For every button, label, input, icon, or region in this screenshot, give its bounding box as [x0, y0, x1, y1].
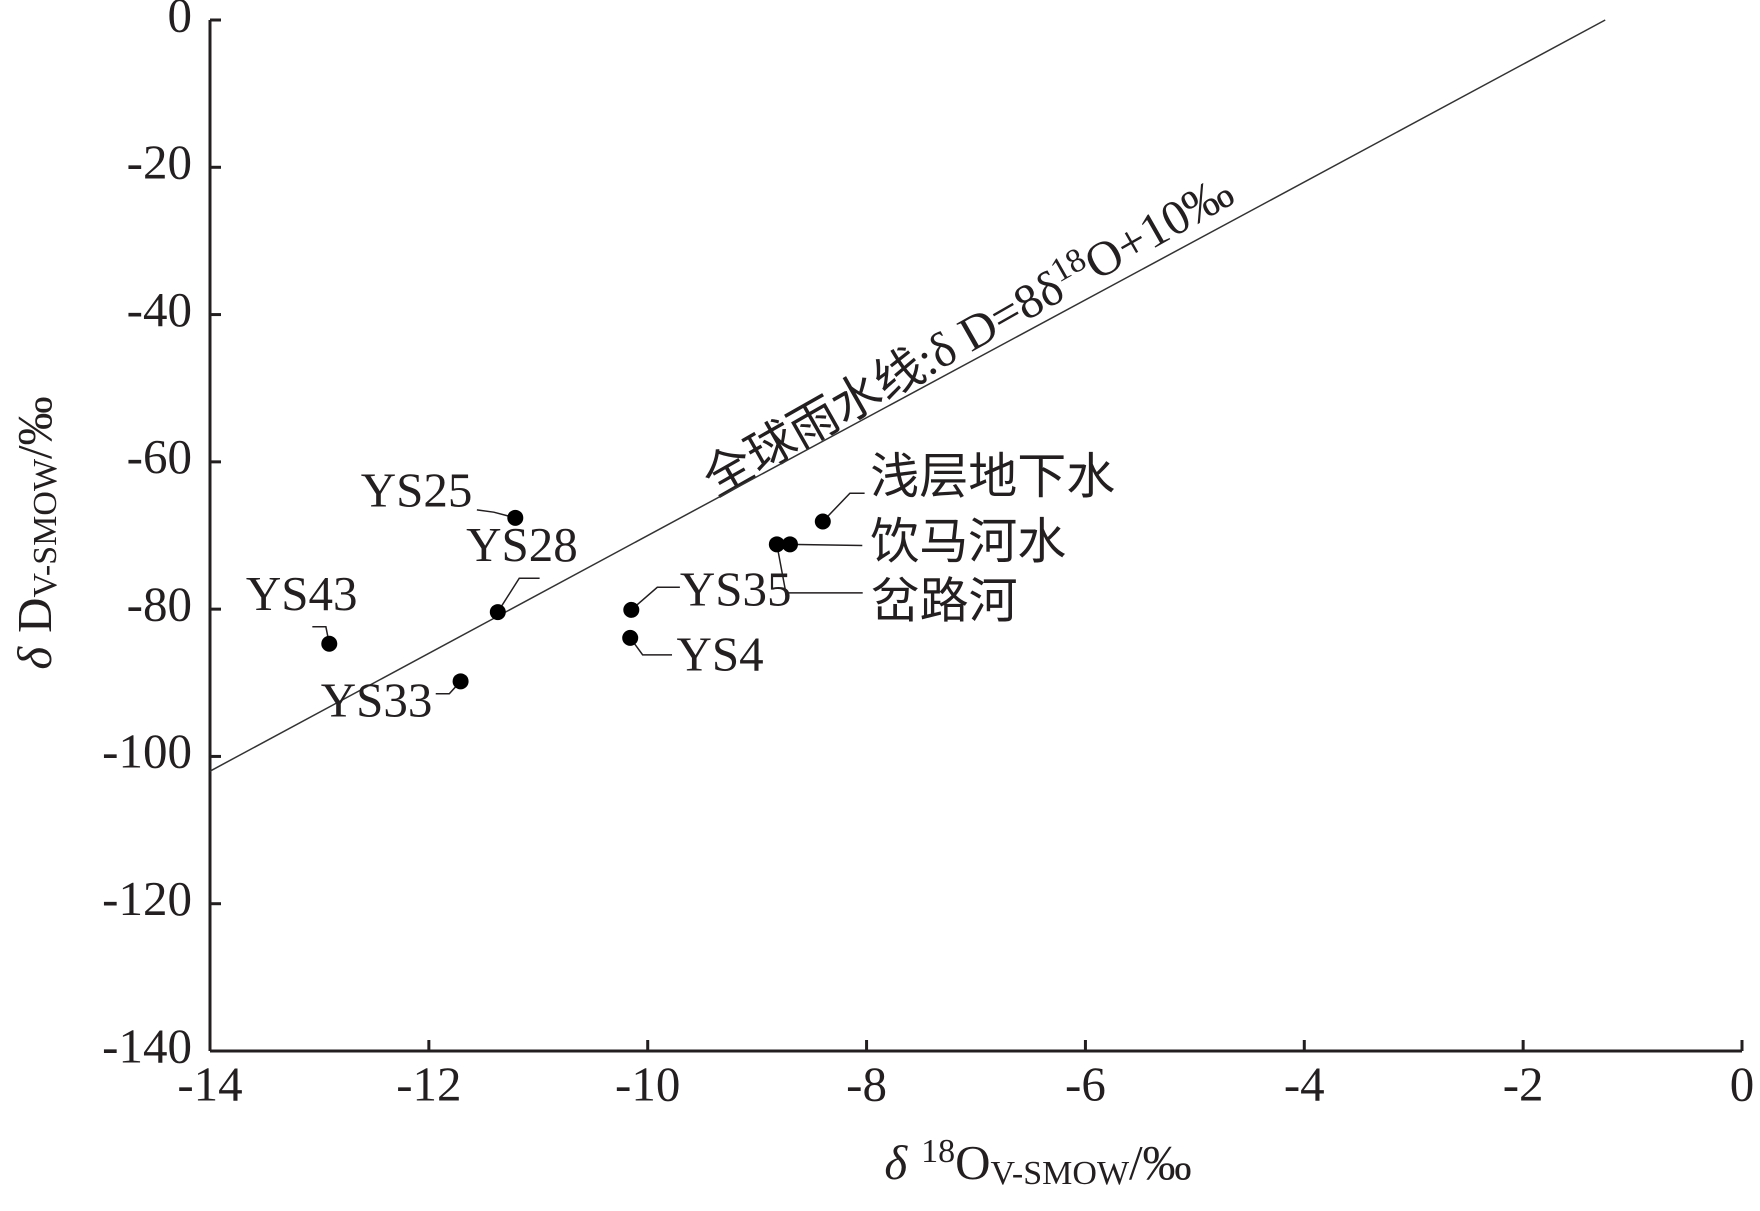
point-label: YS25	[361, 462, 473, 517]
line-label-end: O+10‰	[1075, 163, 1242, 290]
point	[768, 536, 785, 553]
x-tick-label: -8	[846, 1056, 887, 1111]
x-label-unit: /‰	[1129, 1135, 1192, 1190]
point	[321, 635, 338, 652]
y-tick-label: -140	[102, 1018, 192, 1073]
y-tick-label: -80	[127, 576, 192, 631]
point	[507, 509, 524, 526]
y-label-d: D	[7, 598, 62, 633]
point	[623, 601, 640, 618]
x-tick-label: -2	[1503, 1056, 1544, 1111]
x-tick-label: -6	[1065, 1056, 1106, 1111]
leader-line	[789, 543, 863, 547]
x-tick-label: -4	[1284, 1056, 1325, 1111]
point	[814, 513, 831, 530]
x-tick-label: -10	[615, 1056, 680, 1111]
point	[452, 673, 469, 690]
point	[781, 536, 798, 553]
leader-line	[776, 544, 863, 594]
y-tick-label: 0	[168, 0, 193, 42]
leader-line	[497, 577, 540, 613]
x-tick-label: -12	[396, 1056, 461, 1111]
x-label-sup: 18	[921, 1133, 955, 1170]
point-label: 浅层地下水	[870, 449, 1115, 504]
point	[489, 604, 506, 621]
point-label: 饮马河水	[870, 514, 1066, 569]
y-label-sub: V-SMOW	[27, 458, 64, 597]
y-tick-label: -60	[127, 429, 192, 484]
point-label: YS35	[680, 561, 792, 616]
x-label-o: O	[955, 1135, 990, 1190]
y-tick-label: -120	[102, 871, 192, 926]
x-label-sub: V-SMOW	[991, 1155, 1130, 1192]
leader-line	[630, 586, 680, 611]
y-axis-label: δDV-SMOW/‰	[7, 396, 64, 669]
point-label: YS43	[246, 566, 358, 621]
point-label: YS4	[677, 627, 764, 682]
y-label-delta: δ	[7, 646, 62, 670]
x-tick-label: -14	[177, 1056, 242, 1111]
point-label: 岔路河	[871, 574, 1018, 629]
rain-line	[209, 19, 1606, 772]
x-label-delta: δ	[884, 1135, 908, 1190]
y-tick-label: -40	[127, 282, 192, 337]
leader-line	[822, 492, 865, 523]
point	[622, 629, 639, 646]
y-label-unit: /‰	[7, 396, 62, 459]
point-label: YS33	[321, 672, 433, 727]
point-label: YS28	[466, 517, 578, 572]
y-tick-label: -100	[102, 724, 192, 779]
y-tick-label: -20	[127, 135, 192, 190]
x-axis-label: δ 18OV-SMOW/‰	[884, 1133, 1191, 1192]
x-tick-label: 0	[1730, 1056, 1755, 1111]
